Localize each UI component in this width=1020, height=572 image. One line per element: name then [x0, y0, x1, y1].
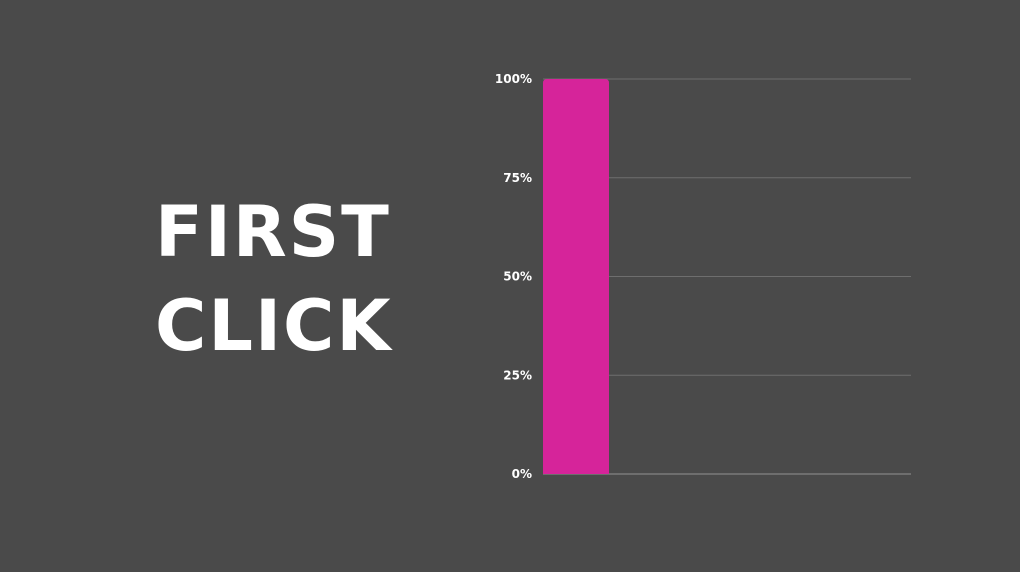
title-line-1: FIRST: [155, 191, 391, 273]
y-tick-label: 25%: [503, 368, 532, 382]
title-line-2: CLICK: [155, 285, 393, 367]
y-tick-label: 0%: [512, 467, 532, 481]
bar: [543, 79, 609, 474]
y-tick-label: 50%: [503, 270, 532, 284]
y-tick-label: 75%: [503, 171, 532, 185]
slide-title: FIRST CLICK: [155, 185, 393, 373]
y-tick-label: 100%: [495, 72, 532, 86]
